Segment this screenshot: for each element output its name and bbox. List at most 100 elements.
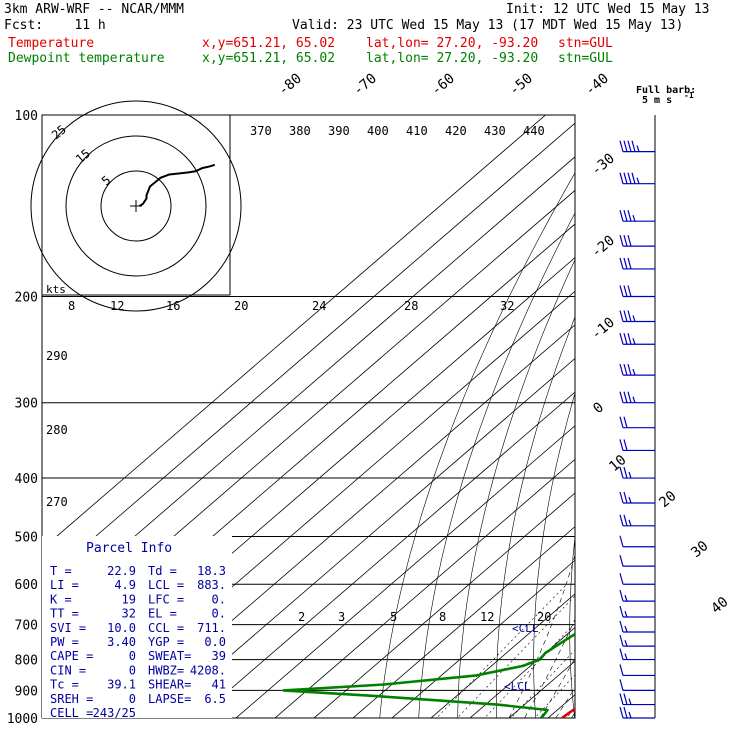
wind-barb: [619, 634, 655, 647]
dry-adiabat: [734, 115, 740, 731]
legend-temperature-stn: stn=GUL: [558, 36, 613, 51]
wind-barb: [619, 535, 655, 548]
dry-adiabat: [638, 115, 740, 731]
isotherm-label: -20: [588, 233, 618, 262]
isotherm-line: [42, 189, 575, 651]
wind-barb: [619, 285, 655, 298]
isotherm-line: [508, 660, 575, 718]
wind-barb: [619, 664, 655, 677]
wind-barb-half: [624, 594, 628, 602]
wind-barb-flag: [619, 589, 624, 602]
wind-barb-flag: [631, 172, 636, 184]
theta-label: 370: [250, 124, 272, 138]
wind-barb-flag: [619, 234, 624, 247]
temperature-trace: [561, 707, 575, 718]
hodograph-ring: [100, 170, 172, 242]
wind-barb-flag: [627, 234, 632, 247]
wind-barb: [619, 439, 655, 452]
wind-barb-half: [636, 177, 640, 184]
wind-barb-half: [632, 368, 636, 376]
dry-adiabat: [569, 534, 575, 718]
wind-barb-flag: [619, 466, 624, 479]
hodograph-ring-label: 25: [49, 122, 69, 142]
wind-barb-flag: [619, 257, 624, 270]
wind-barb-flag: [623, 234, 628, 247]
mixing-ratio-line: [510, 649, 575, 718]
theta-label: 410: [406, 124, 428, 138]
isotherm-label: -40: [582, 71, 612, 100]
isotherm-line: [611, 102, 740, 731]
wind-barb-flag: [627, 363, 632, 376]
wind-barb-flag: [623, 310, 628, 322]
barb-key-line2: 5 m s: [642, 95, 672, 106]
isotherm-line: [157, 357, 575, 718]
pressure-label: 800: [15, 654, 38, 669]
dewpoint-trace: [282, 632, 575, 718]
wind-barb-half: [632, 338, 636, 345]
hodograph-ring-label: 15: [73, 146, 93, 166]
wind-barb-flag: [623, 439, 628, 451]
legend-temperature-label: Temperature: [8, 36, 95, 51]
legend-dewpoint-latlon: lat,lon= 27.20, -93.20: [366, 51, 539, 66]
wind-barb-half: [628, 698, 632, 705]
mixing-ratio-line: [534, 674, 575, 718]
legend-temperature-latlon: lat,lon= 27.20, -93.20: [366, 36, 539, 51]
legend-temperature-xy: x,y=651.21, 65.02: [202, 36, 336, 51]
isotherm-line: [118, 324, 575, 718]
theta-label: 390: [328, 124, 350, 138]
wind-barb-flag: [619, 693, 624, 705]
wind-barb: [619, 573, 655, 585]
wind-barb: [619, 605, 655, 618]
wind-barb-flag: [623, 514, 628, 526]
pressure-label: 600: [15, 578, 38, 593]
theta-label: 400: [367, 124, 389, 138]
isotherm-line: [79, 290, 575, 718]
hodograph-speed-label: 20: [234, 299, 248, 313]
wind-barb-flag: [619, 439, 624, 451]
isotherm-label: 20: [656, 488, 679, 511]
wind-barb-flag: [619, 664, 624, 676]
wind-barb-flag: [619, 210, 624, 222]
wind-barb-flag: [623, 416, 628, 428]
isotherm-label: -30: [588, 151, 618, 180]
isotherm-label: 10: [606, 452, 629, 475]
theta-low-label: 270: [46, 495, 68, 509]
theta-label: 440: [523, 124, 545, 138]
wind-barb-flag: [619, 620, 624, 633]
isotherm-label: -60: [428, 71, 458, 100]
wind-barb-flag: [619, 333, 624, 345]
wind-barb-flag: [623, 693, 628, 705]
isotherm-line: [42, 257, 575, 718]
wind-barb-flag: [619, 535, 624, 547]
isotherm-label: -50: [506, 71, 536, 100]
mixing-ratio-line: [484, 622, 575, 718]
wind-barb-half: [628, 519, 632, 526]
wind-barb-flag: [619, 310, 624, 322]
forecast-hour: Fcst: 11 h: [4, 18, 106, 33]
wind-barb-flag: [623, 491, 628, 504]
wind-barb: [619, 554, 655, 567]
moist-adiabat: [555, 687, 575, 718]
dry-adiabat: [605, 115, 731, 731]
wind-barb: [619, 693, 655, 706]
pressure-label: 900: [15, 684, 38, 699]
hodograph-ring: [30, 100, 242, 312]
isotherm-label: -70: [350, 71, 380, 100]
wind-barb-flag: [619, 491, 624, 504]
wind-barb: [619, 706, 655, 719]
dry-adiabat: [379, 172, 575, 718]
moist-adiabat: [524, 618, 575, 718]
wind-barb-flag: [619, 363, 624, 376]
lcl-marker: <LCL: [504, 680, 531, 693]
wind-barb-flag: [623, 210, 628, 222]
isotherm-line: [42, 156, 575, 617]
mixing-ratio-line: [436, 583, 568, 718]
moist-adiabat: [508, 554, 575, 718]
isotherm-label: -10: [588, 315, 618, 344]
wind-barb-flag: [627, 140, 632, 152]
wind-barb-flag: [623, 285, 628, 297]
lcl-marker: <CLL: [512, 622, 539, 635]
wind-barb-flag: [631, 140, 636, 152]
wind-barb-flag: [627, 391, 632, 403]
hodograph-speed-label: 12: [110, 299, 124, 313]
